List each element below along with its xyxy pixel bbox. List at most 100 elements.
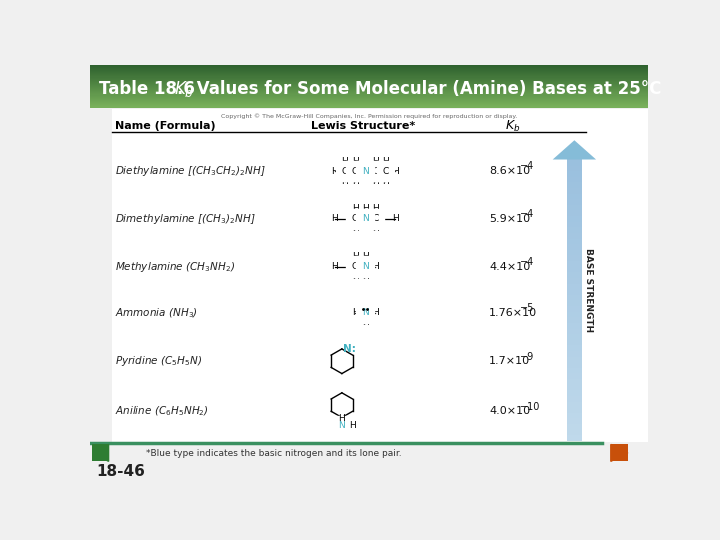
- Text: −9: −9: [520, 352, 534, 362]
- Bar: [567, 277, 582, 284]
- Bar: [90, 89, 648, 91]
- Text: H: H: [361, 272, 369, 281]
- Text: H: H: [351, 252, 359, 261]
- Text: H: H: [338, 414, 346, 423]
- Text: H: H: [349, 421, 356, 430]
- Bar: [90, 77, 648, 78]
- Bar: [567, 283, 582, 289]
- Bar: [567, 181, 582, 188]
- Text: 8.6×10: 8.6×10: [489, 166, 530, 176]
- Text: 1.7×10: 1.7×10: [489, 356, 530, 366]
- Bar: [567, 159, 582, 166]
- Bar: [567, 294, 582, 300]
- Bar: [567, 176, 582, 183]
- Bar: [567, 187, 582, 194]
- Text: C: C: [382, 166, 388, 176]
- Bar: [90, 83, 648, 84]
- Bar: [90, 97, 648, 98]
- Text: H: H: [372, 177, 379, 186]
- Bar: [593, 109, 648, 442]
- Bar: [567, 305, 582, 312]
- Bar: [567, 412, 582, 418]
- Bar: [90, 98, 648, 99]
- Text: H: H: [361, 252, 369, 261]
- Text: H: H: [351, 177, 359, 186]
- Bar: [90, 102, 648, 103]
- Bar: [90, 65, 648, 66]
- Bar: [567, 418, 582, 424]
- Bar: [567, 260, 582, 267]
- Text: H: H: [361, 204, 369, 213]
- Bar: [90, 103, 648, 104]
- Bar: [567, 379, 582, 384]
- Bar: [567, 221, 582, 227]
- Bar: [90, 73, 648, 75]
- Bar: [90, 71, 648, 72]
- Text: H: H: [351, 308, 359, 317]
- Bar: [92, 444, 109, 461]
- Text: C: C: [352, 214, 358, 224]
- Bar: [90, 92, 648, 94]
- Text: N: N: [361, 166, 369, 176]
- Text: H: H: [351, 272, 359, 281]
- Bar: [567, 389, 582, 396]
- Text: H: H: [341, 157, 348, 166]
- Text: −10: −10: [520, 402, 541, 411]
- Bar: [567, 232, 582, 239]
- Bar: [567, 165, 582, 171]
- Text: H: H: [392, 214, 399, 224]
- Text: Diethylamine [(CH$_3$CH$_2$)$_2$NH]: Diethylamine [(CH$_3$CH$_2$)$_2$NH]: [114, 164, 266, 178]
- Bar: [90, 93, 648, 95]
- Bar: [567, 255, 582, 261]
- Bar: [90, 67, 648, 69]
- Text: Lewis Structure*: Lewis Structure*: [311, 122, 415, 131]
- Text: N: N: [361, 308, 369, 317]
- Text: H: H: [392, 166, 399, 176]
- Text: Table 18.6: Table 18.6: [99, 80, 195, 98]
- Text: 1.76×10: 1.76×10: [489, 308, 537, 318]
- Text: N: N: [338, 421, 346, 430]
- Bar: [567, 227, 582, 233]
- Bar: [90, 101, 648, 102]
- Bar: [567, 272, 582, 278]
- Bar: [567, 311, 582, 318]
- Text: H: H: [331, 214, 338, 224]
- Bar: [90, 91, 648, 93]
- Bar: [90, 94, 648, 96]
- Text: H: H: [331, 166, 338, 176]
- Bar: [90, 84, 648, 85]
- Polygon shape: [553, 140, 596, 159]
- Text: Pyridine (C$_5$H$_5$N): Pyridine (C$_5$H$_5$N): [114, 354, 202, 368]
- Text: H: H: [382, 177, 389, 186]
- Bar: [567, 210, 582, 216]
- Bar: [567, 322, 582, 328]
- Bar: [567, 367, 582, 374]
- Text: C: C: [372, 166, 378, 176]
- Bar: [567, 435, 582, 441]
- Text: Methylamine (CH$_3$NH$_2$): Methylamine (CH$_3$NH$_2$): [114, 260, 235, 274]
- Bar: [90, 78, 648, 80]
- Bar: [567, 356, 582, 362]
- Bar: [567, 345, 582, 351]
- Text: Aniline (C$_6$H$_5$NH$_2$): Aniline (C$_6$H$_5$NH$_2$): [114, 404, 209, 418]
- Bar: [567, 373, 582, 379]
- Text: C: C: [372, 214, 378, 224]
- Bar: [567, 215, 582, 222]
- Text: H: H: [382, 157, 389, 166]
- Bar: [567, 333, 582, 340]
- Bar: [90, 86, 648, 87]
- Bar: [90, 72, 648, 73]
- Text: H: H: [351, 204, 359, 213]
- Text: −5: −5: [520, 303, 534, 313]
- Bar: [90, 99, 648, 100]
- Text: H: H: [351, 224, 359, 233]
- Text: H: H: [372, 224, 379, 233]
- Polygon shape: [92, 444, 109, 461]
- Text: H: H: [372, 157, 379, 166]
- Text: H: H: [351, 157, 359, 166]
- Text: H: H: [361, 318, 369, 327]
- Bar: [90, 69, 648, 71]
- Text: H: H: [331, 262, 338, 271]
- Text: H: H: [341, 177, 348, 186]
- Text: 18-46: 18-46: [96, 464, 145, 479]
